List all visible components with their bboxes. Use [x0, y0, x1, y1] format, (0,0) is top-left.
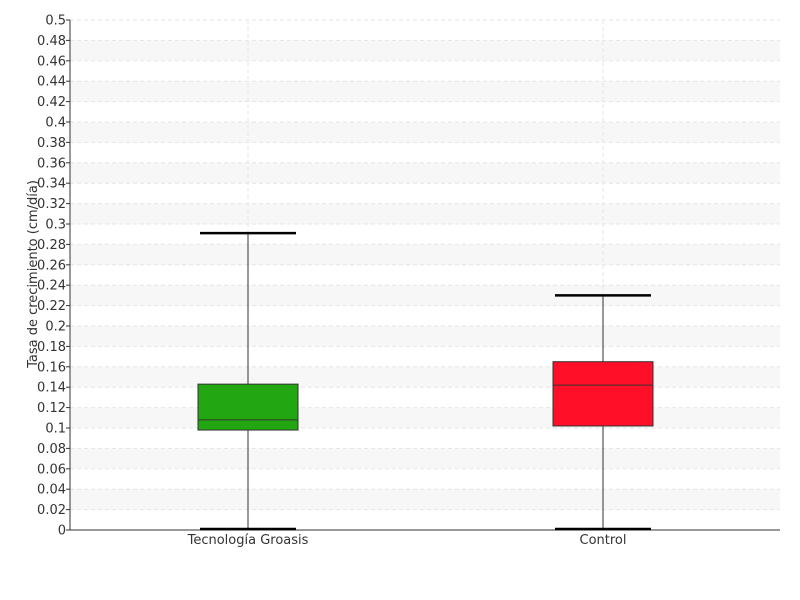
- iqr-box: [197, 383, 299, 431]
- y-tick-label: 0.48: [37, 34, 66, 49]
- iqr-box: [552, 361, 654, 427]
- y-tick-label: 0.4: [45, 116, 66, 131]
- y-tick-label: 0.12: [37, 401, 66, 416]
- y-tick-label: 0.38: [37, 136, 66, 151]
- x-category-label: Control: [580, 533, 627, 548]
- y-tick-label: 0.44: [37, 75, 66, 90]
- grid-band: [70, 162, 780, 184]
- y-tick-label: 0.22: [37, 299, 66, 314]
- grid-lines: [70, 19, 780, 531]
- box-control: [552, 294, 654, 531]
- grid-band: [70, 40, 780, 61]
- y-tick-label: 0.16: [37, 360, 66, 375]
- grid-band: [70, 326, 780, 347]
- y-tick-label: 0.08: [37, 442, 66, 457]
- background-bands: [70, 40, 780, 510]
- y-tick-label: 0.06: [37, 462, 66, 477]
- y-tick-label: 0.2: [45, 320, 66, 335]
- y-tick-label: 0.46: [37, 54, 66, 69]
- y-tick-label: 0.34: [37, 177, 66, 192]
- grid-band: [70, 285, 780, 306]
- grid-band: [70, 366, 780, 388]
- x-category-label: Tecnología Groasis: [187, 533, 309, 548]
- grid-band: [70, 407, 780, 428]
- y-tick-label: 0.1: [45, 422, 66, 437]
- y-tick-label: 0.32: [37, 197, 66, 212]
- grid-band: [70, 448, 780, 469]
- y-tick-label: 0.02: [37, 503, 66, 518]
- y-axis-label: Tasa de crecimiento (cm/día): [26, 180, 41, 369]
- x-axis-labels: Tecnología Groasis Control: [187, 533, 627, 548]
- grid-band: [70, 122, 780, 143]
- y-tick-label: 0.3: [45, 218, 66, 233]
- y-tick-label: 0.14: [37, 381, 66, 396]
- grid-band: [70, 203, 780, 224]
- y-tick-label: 0.5: [45, 14, 66, 29]
- grid-band: [70, 244, 780, 265]
- y-tick-label: 0.28: [37, 238, 66, 253]
- y-tick-label: 0.18: [37, 340, 66, 355]
- grid-band: [70, 489, 780, 510]
- box-groasis: [197, 231, 299, 531]
- grid-band: [70, 81, 780, 102]
- y-tick-label: 0.24: [37, 279, 66, 294]
- y-tick-label: 0: [58, 524, 66, 539]
- y-tick-label: 0.04: [37, 483, 66, 498]
- y-tick-label: 0.42: [37, 95, 66, 110]
- axes: [69, 20, 780, 531]
- boxes: [197, 231, 654, 531]
- y-tick-label: 0.36: [37, 156, 66, 171]
- y-axis-ticks: 0 0.02 0.04 0.06 0.08 0.1 0.12 0.14 0.16 0.18 0.2 0…: [37, 14, 70, 539]
- y-tick-label: 0.26: [37, 258, 66, 273]
